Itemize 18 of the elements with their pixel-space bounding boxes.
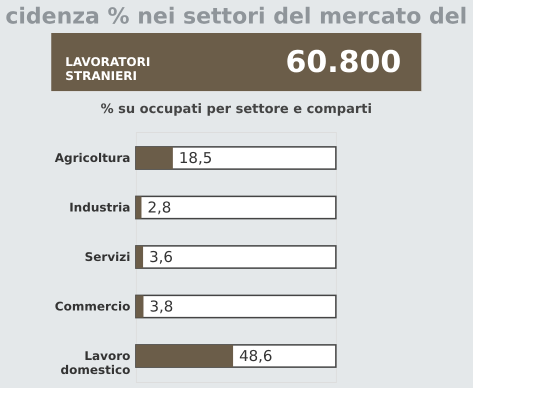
data-label: 18,5	[178, 148, 212, 167]
bar	[136, 246, 144, 268]
data-label: 2,8	[147, 198, 172, 216]
data-label: 3,8	[149, 298, 174, 316]
bar	[136, 146, 173, 170]
y-tick-label: Lavoro domestico	[60, 349, 130, 378]
bar	[136, 196, 142, 219]
chart-subtitle: % su occupati per settore e comparti	[100, 102, 372, 117]
y-tick-label: Agricoltura	[54, 150, 130, 165]
y-tick-label: Servizi	[84, 250, 130, 264]
data-label: 3,6	[149, 248, 173, 266]
text: 60.800	[285, 45, 402, 80]
bar	[136, 295, 144, 318]
y-tick-label: Industria	[69, 200, 130, 214]
chart-title: cidenza % nei settori del mercato del	[5, 4, 468, 30]
data-label: 48,6	[239, 347, 272, 366]
y-tick-label: Commercio	[54, 300, 130, 314]
text: LAVORATORI STRANIERI	[65, 55, 150, 83]
